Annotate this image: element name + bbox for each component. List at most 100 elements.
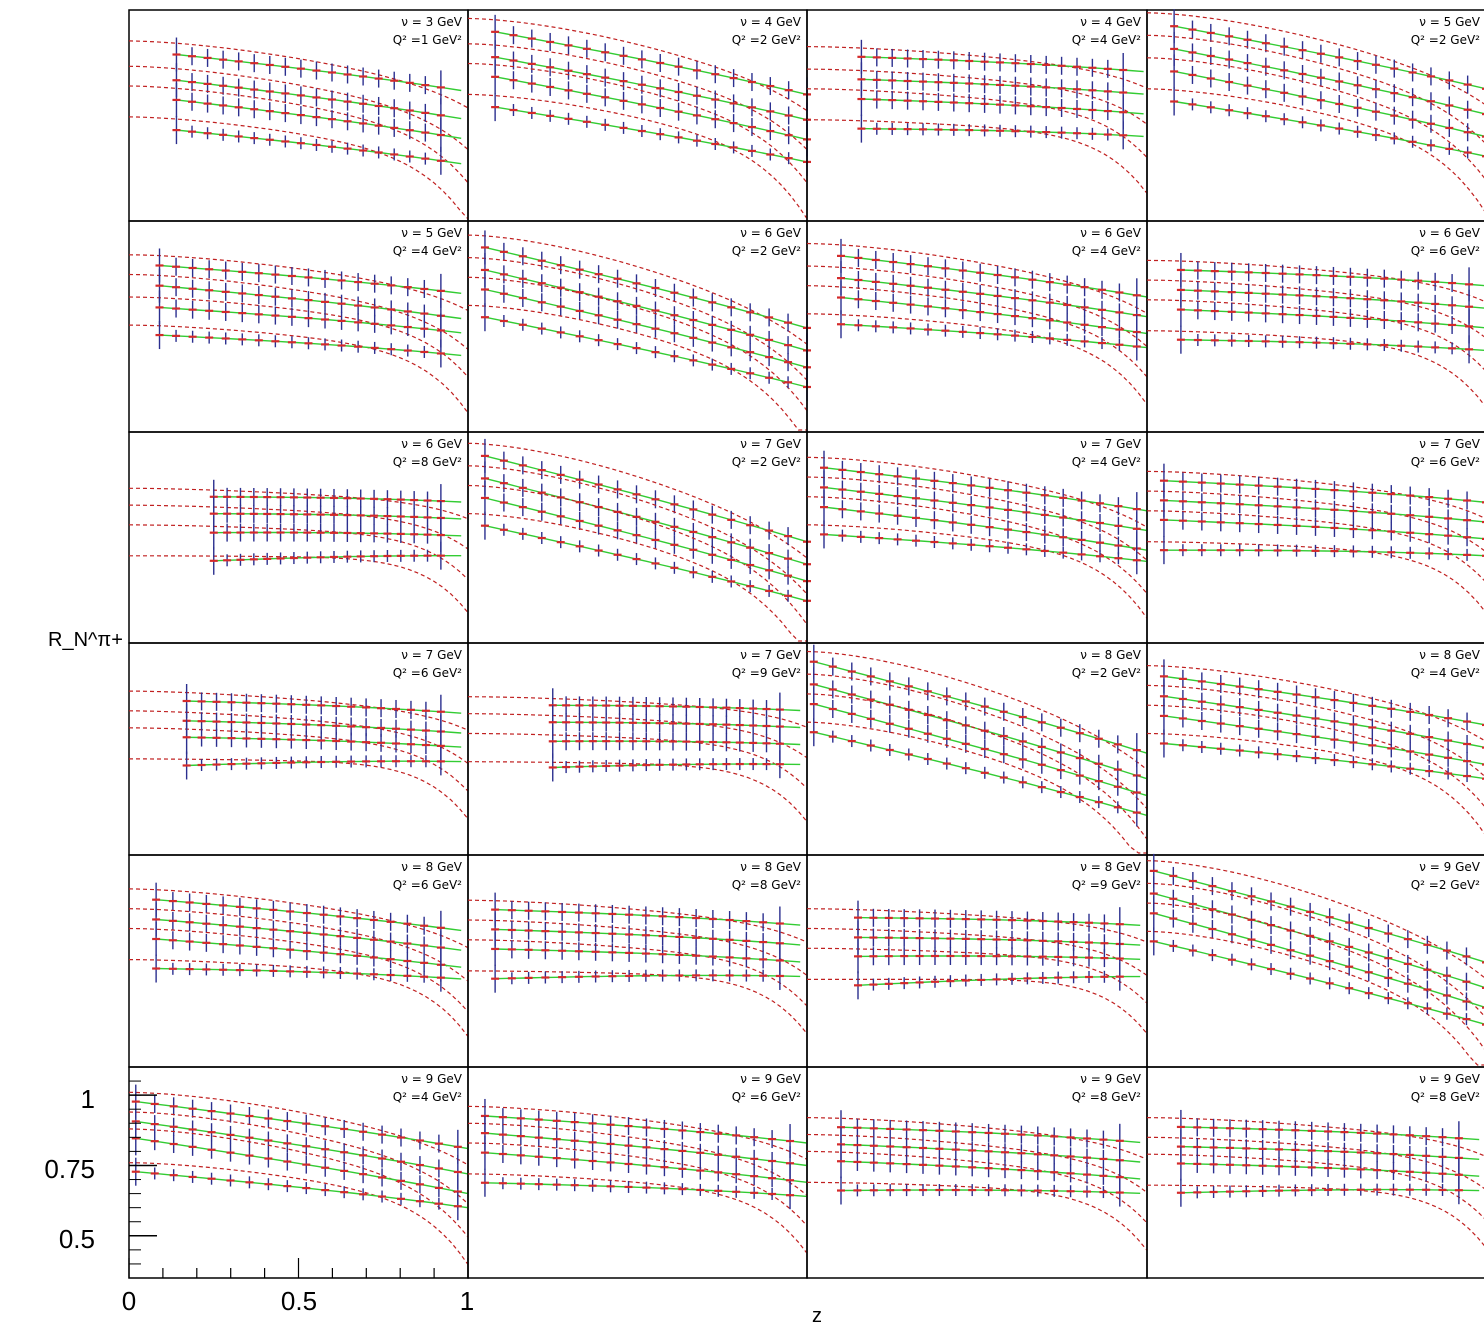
model-curve-dashed	[129, 959, 469, 1037]
y-tick-label: 0.75	[44, 1154, 95, 1184]
panel-q2-label: Q² =8 GeV²	[393, 455, 462, 469]
model-curve-dashed	[468, 761, 808, 822]
panel: ν = 6 GeV Q² =4 GeV²	[806, 220, 1148, 433]
model-curve-fit	[1180, 1162, 1480, 1177]
panel: ν = 4 GeV Q² =4 GeV²	[806, 9, 1148, 222]
panel-nu-label: ν = 6 GeV	[1080, 226, 1142, 240]
panel-nu-label: ν = 9 GeV	[740, 1072, 802, 1086]
model-curve-dashed	[128, 888, 469, 949]
panel-q2-label: Q² =2 GeV²	[1072, 666, 1141, 680]
model-curve-dashed	[128, 254, 469, 312]
model-curve-fit	[159, 334, 462, 357]
model-curve-fit	[1153, 940, 1484, 1025]
model-curve-dashed	[1146, 860, 1484, 979]
panel-nu-label: ν = 9 GeV	[1419, 860, 1481, 874]
model-curve-dashed	[806, 650, 1148, 771]
panel-q2-label: Q² =9 GeV²	[732, 666, 801, 680]
model-curve-dashed	[1146, 732, 1484, 835]
model-curve-dashed	[467, 1173, 808, 1254]
model-curve-dashed	[1146, 930, 1484, 1066]
model-curve-fit	[1180, 339, 1484, 351]
model-curve-fit	[156, 938, 462, 968]
model-curve-fit	[484, 288, 808, 368]
panel-nu-label: ν = 8 GeV	[1080, 648, 1142, 662]
model-curve-dashed	[468, 970, 808, 1034]
model-curve-fit	[494, 106, 808, 163]
model-curve-fit	[495, 928, 801, 946]
panel: ν = 5 GeV Q² =2 GeV²	[1146, 9, 1484, 222]
model-curve-dashed	[128, 296, 469, 378]
model-curve-dashed	[1146, 1136, 1484, 1190]
model-curve-dashed	[128, 85, 469, 184]
panel: ν = 8 GeV Q² =8 GeV²	[467, 854, 808, 1068]
model-curve-dashed	[806, 673, 1148, 810]
model-curve-fit	[484, 269, 808, 352]
panel-q2-label: Q² =6 GeV²	[1411, 455, 1480, 469]
panel-nu-label: ν = 9 GeV	[1080, 1072, 1142, 1086]
panel-nu-label: ν = 4 GeV	[1080, 15, 1142, 29]
model-curve-fit	[495, 948, 801, 963]
panel-q2-label: Q² =8 GeV²	[1411, 1090, 1480, 1104]
shared-axes: 1 0.75 0.5 0 0.5 1 z R_N^π+	[44, 629, 822, 1327]
panel-q2-label: Q² =4 GeV²	[393, 244, 462, 258]
model-curve-fit	[840, 1143, 1141, 1163]
model-curve-dashed	[1146, 510, 1484, 582]
model-curve-dashed	[806, 693, 1148, 840]
model-curve-dashed	[128, 504, 469, 550]
panel-q2-label: Q² =6 GeV²	[393, 666, 462, 680]
model-curve-dashed	[806, 1117, 1148, 1160]
panel-nu-label: ν = 3 GeV	[401, 15, 463, 29]
model-curve-dashed	[806, 313, 1148, 405]
model-curve-dashed	[467, 1105, 808, 1160]
panel: ν = 9 GeV Q² =4 GeV²	[128, 1066, 469, 1279]
model-curve-dashed	[806, 1150, 1148, 1224]
model-curve-fit	[484, 497, 808, 582]
model-curve-dashed	[1146, 57, 1484, 179]
model-curve-dashed	[128, 710, 469, 764]
y-tick-label: 1	[81, 1084, 95, 1114]
model-curve-fit	[156, 967, 462, 980]
model-curve-dashed	[467, 939, 808, 1007]
panel: ν = 6 GeV Q² =6 GeV²	[1146, 220, 1484, 433]
model-curve-dashed	[128, 524, 469, 580]
panel-nu-label: ν = 4 GeV	[740, 15, 802, 29]
panel: ν = 3 GeV Q² =1 GeV²	[128, 9, 469, 222]
panel-q2-label: Q² =6 GeV²	[732, 1090, 801, 1104]
panel-nu-label: ν = 8 GeV	[1419, 648, 1481, 662]
model-curve-dashed	[1146, 902, 1484, 1050]
panel: ν = 9 GeV Q² =8 GeV²	[1146, 1066, 1484, 1279]
model-curve-dashed	[128, 1111, 469, 1205]
x-tick-label: 0	[122, 1286, 136, 1316]
model-curve-fit	[1163, 519, 1484, 540]
panel-q2-label: Q² =6 GeV²	[1411, 244, 1480, 258]
model-curve-dashed	[1146, 490, 1484, 552]
panel: ν = 7 GeV Q² =2 GeV²	[467, 431, 811, 644]
model-curve-fit	[1180, 1145, 1480, 1160]
model-curve-dashed	[806, 1133, 1148, 1193]
model-curve-dashed	[467, 304, 807, 431]
model-curve-fit	[1163, 715, 1484, 765]
model-curve-fit	[1173, 48, 1484, 115]
model-curve-dashed	[806, 242, 1148, 314]
panel: ν = 5 GeV Q² =4 GeV²	[128, 220, 469, 433]
model-curve-dashed	[1146, 882, 1484, 1017]
model-curve-dashed	[467, 919, 808, 976]
model-curve-dashed	[468, 713, 808, 759]
model-curve-dashed	[467, 513, 807, 642]
panel-q2-label: Q² =4 GeV²	[1072, 455, 1141, 469]
model-curve-dashed	[128, 273, 469, 350]
x-tick-label: 1	[460, 1286, 474, 1316]
panel-q2-label: Q² =2 GeV²	[1411, 33, 1480, 47]
model-curve-dashed	[128, 908, 469, 982]
model-curve-dashed	[128, 324, 469, 414]
panel: ν = 6 GeV Q² =2 GeV²	[467, 220, 811, 433]
x-axis-label: z	[812, 1305, 822, 1327]
panel-q2-label: Q² =4 GeV²	[1072, 244, 1141, 258]
panel-q2-label: Q² =2 GeV²	[732, 33, 801, 47]
model-curve-dashed	[467, 899, 808, 943]
model-curve-dashed	[806, 285, 1148, 378]
model-curve-dashed	[806, 46, 1148, 89]
model-curve-dashed	[128, 1128, 469, 1238]
model-curve-dashed	[467, 62, 808, 184]
model-curve-fit	[1173, 100, 1484, 157]
